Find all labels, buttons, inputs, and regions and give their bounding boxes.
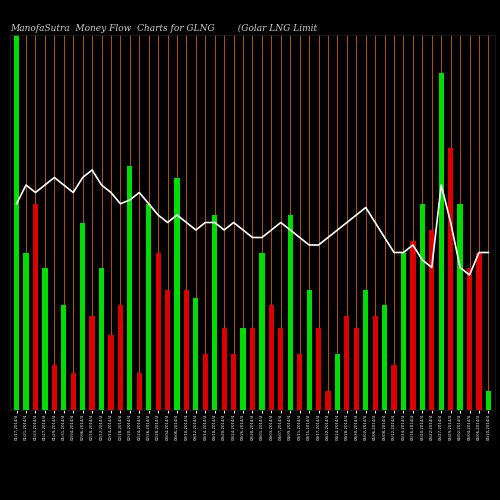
Bar (156, 252, 160, 410)
Bar (458, 204, 462, 410)
Bar (14, 35, 19, 410)
Bar (42, 268, 48, 410)
Bar (212, 215, 218, 410)
Bar (344, 316, 350, 410)
Bar (146, 204, 152, 410)
Bar (90, 316, 94, 410)
Bar (278, 328, 283, 410)
Bar (260, 252, 264, 410)
Bar (429, 230, 434, 410)
Bar (33, 204, 38, 410)
Bar (165, 290, 170, 410)
Bar (184, 290, 189, 410)
Bar (335, 354, 340, 410)
Bar (401, 252, 406, 410)
Bar (136, 372, 142, 410)
Bar (382, 305, 387, 410)
Bar (231, 354, 236, 410)
Bar (363, 290, 368, 410)
Bar (70, 372, 76, 410)
Bar (354, 328, 359, 410)
Bar (420, 204, 425, 410)
Bar (438, 72, 444, 410)
Bar (61, 305, 66, 410)
Bar (174, 178, 180, 410)
Bar (288, 215, 293, 410)
Bar (108, 335, 114, 410)
Bar (250, 328, 255, 410)
Bar (80, 222, 86, 410)
Bar (222, 328, 227, 410)
Text: ManofaSutra  Money Flow  Charts for GLNG        (Golar LNG Limit: ManofaSutra Money Flow Charts for GLNG (… (10, 24, 317, 33)
Bar (269, 305, 274, 410)
Bar (316, 328, 321, 410)
Bar (240, 328, 246, 410)
Bar (118, 305, 123, 410)
Bar (202, 354, 208, 410)
Bar (297, 354, 302, 410)
Bar (24, 252, 28, 410)
Bar (448, 148, 453, 410)
Bar (194, 298, 198, 410)
Bar (372, 316, 378, 410)
Bar (127, 166, 132, 410)
Bar (410, 242, 416, 410)
Bar (306, 290, 312, 410)
Bar (476, 252, 482, 410)
Bar (467, 268, 472, 410)
Bar (52, 365, 57, 410)
Bar (392, 365, 396, 410)
Bar (486, 391, 491, 410)
Bar (99, 268, 104, 410)
Bar (326, 391, 330, 410)
